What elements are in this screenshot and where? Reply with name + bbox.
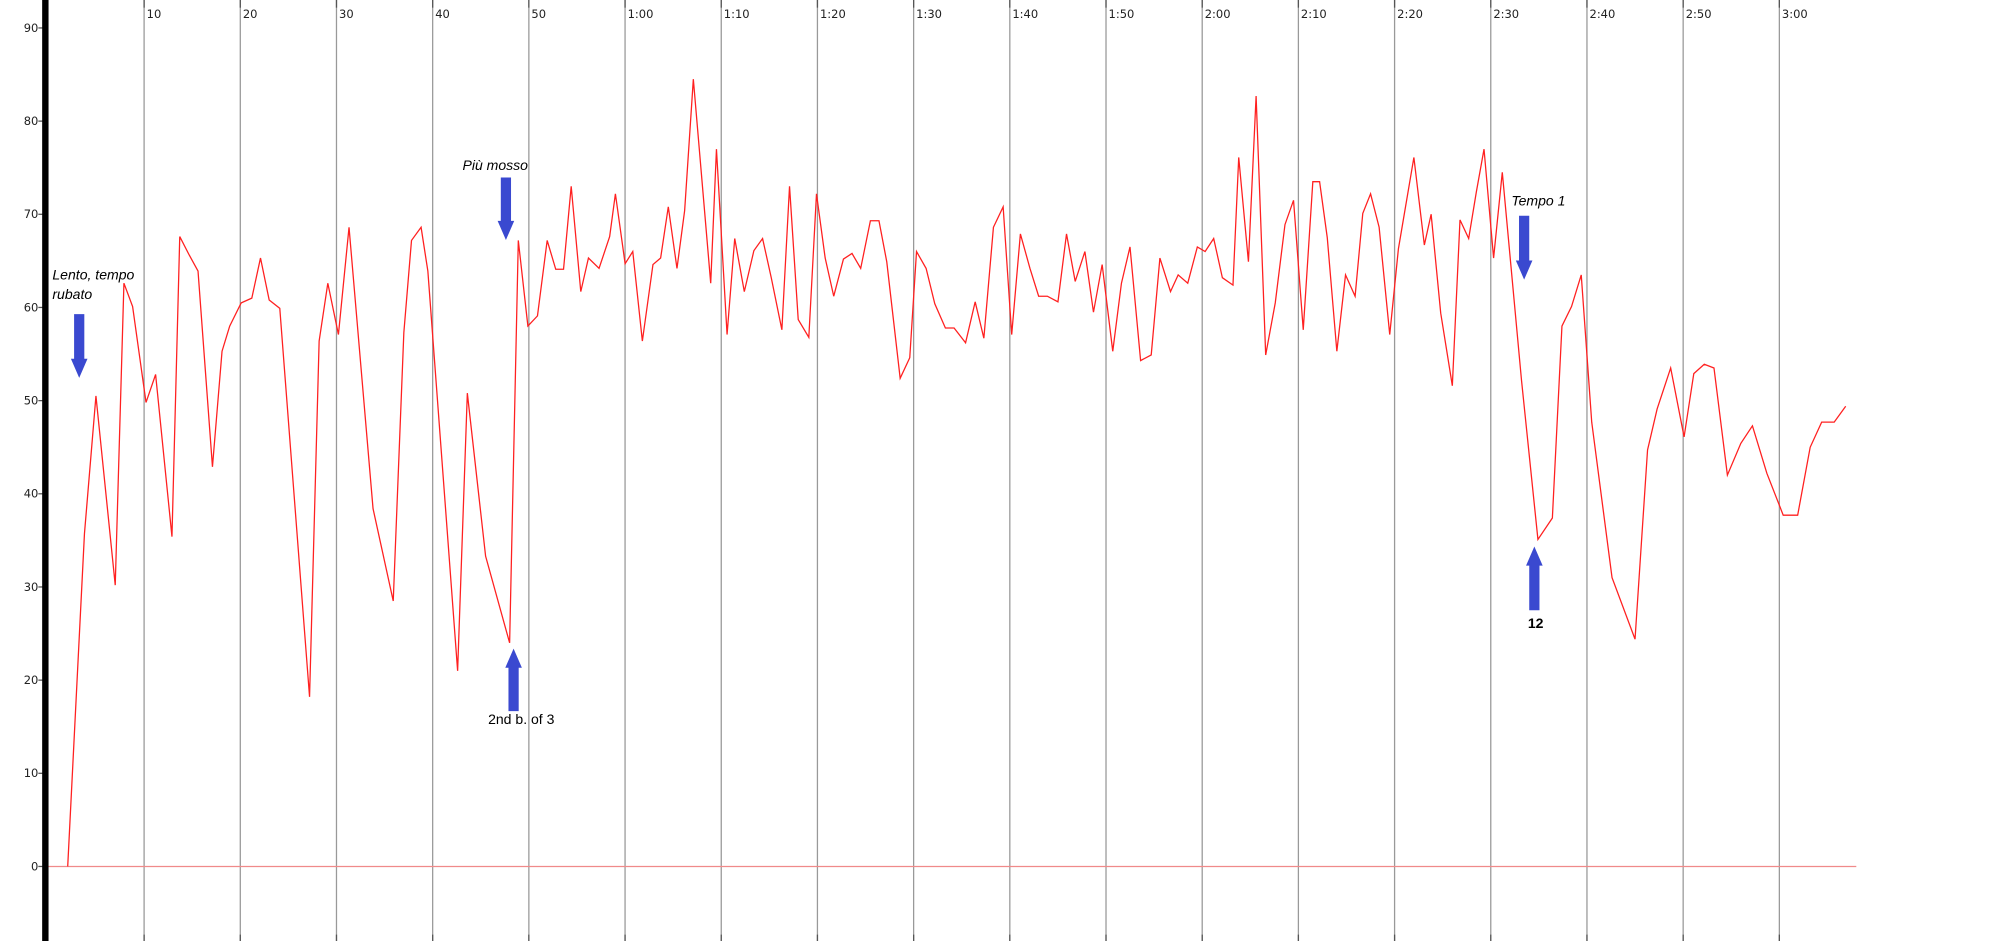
y-tick-label: 10	[24, 766, 39, 780]
annotation-line: rubato	[52, 286, 92, 302]
y-tick-label: 0	[31, 859, 38, 873]
annotation-arrow	[1515, 215, 1533, 280]
x-tick-label: 1:40	[1012, 7, 1038, 21]
annotation-arrow	[505, 648, 522, 712]
y-tick-label: 70	[24, 207, 39, 221]
annotation: Tempo 1	[1511, 193, 1565, 209]
x-tick-label: 50	[531, 7, 546, 21]
annotation-arrow	[1526, 546, 1543, 611]
x-tick-label: 1:50	[1109, 7, 1135, 21]
y-tick-label: 80	[24, 114, 39, 128]
annotation: 12	[1528, 615, 1544, 631]
x-tick-label: 2:50	[1686, 7, 1712, 21]
x-tick-label: 20	[243, 7, 258, 21]
x-tick-label: 2:20	[1397, 7, 1423, 21]
annotation: 2nd b. of 3	[488, 711, 555, 727]
x-tick-label: 40	[435, 7, 450, 21]
x-tick-label: 2:00	[1205, 7, 1231, 21]
y-tick-label: 60	[24, 300, 39, 314]
x-tick-label: 2:10	[1301, 7, 1327, 21]
y-tick-label: 20	[24, 673, 39, 687]
y-tick-label: 50	[24, 393, 39, 407]
annotation: Più mosso	[462, 157, 528, 173]
x-tick-label: 2:40	[1590, 7, 1616, 21]
annotation-line: Lento, tempo	[52, 267, 134, 283]
tempo-line	[67, 79, 1847, 867]
y-tick-label: 30	[24, 580, 39, 594]
annotation: Lento, tempo rubato	[52, 267, 134, 302]
x-tick-label: 1:10	[724, 7, 750, 21]
y-axis-bar	[42, 0, 49, 941]
x-tick-label: 1:20	[820, 7, 846, 21]
x-tick-label: 3:00	[1782, 7, 1808, 21]
x-tick-label: 10	[147, 7, 162, 21]
annotation-arrow	[70, 314, 88, 378]
y-tick-label: 90	[24, 21, 39, 35]
x-tick-label: 2:30	[1493, 7, 1519, 21]
x-tick-label: 1:00	[628, 7, 654, 21]
x-tick-label: 1:30	[916, 7, 942, 21]
x-tick-label: 30	[339, 7, 354, 21]
annotation-arrow	[497, 177, 515, 241]
y-tick-label: 40	[24, 487, 39, 501]
